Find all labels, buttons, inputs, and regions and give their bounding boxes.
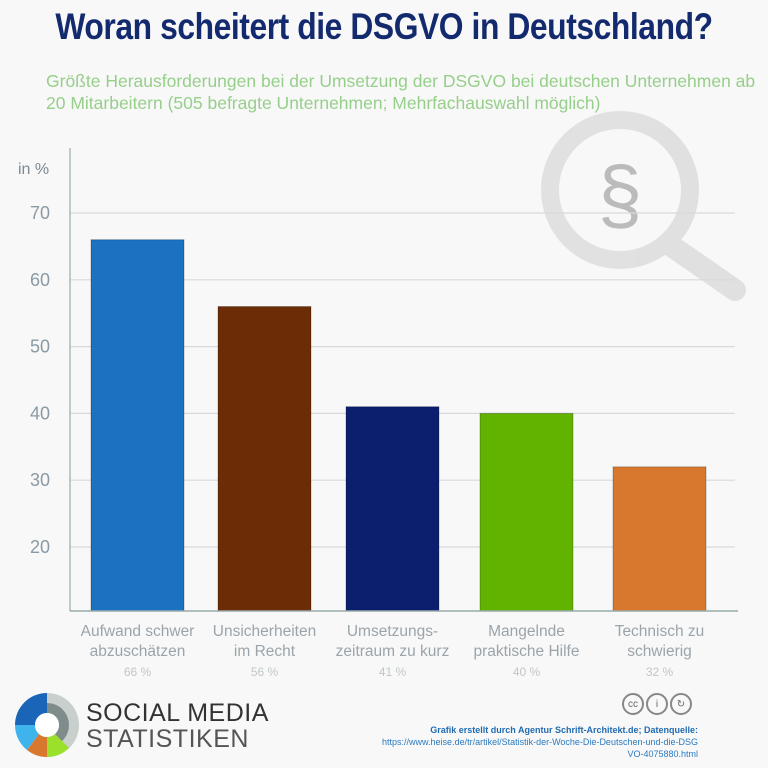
- category-line: Umsetzungs-: [346, 623, 439, 640]
- magnifier-watermark-icon: [541, 111, 746, 301]
- by-icon: i: [646, 693, 668, 715]
- category-line: Mangelnde: [488, 623, 565, 640]
- y-tick-label: 60: [30, 270, 50, 290]
- data-label: 56 %: [250, 665, 279, 679]
- y-tick-label: 50: [30, 337, 50, 357]
- data-label: 66 %: [123, 665, 152, 679]
- category-line: im Recht: [233, 643, 296, 660]
- source-link-line2[interactable]: VO-4075880.html: [627, 749, 698, 759]
- category-line: Technisch zu: [614, 623, 705, 640]
- credit: Grafik erstellt durch Agentur Schrift-Ar…: [382, 724, 698, 760]
- x-tick-label: Unsicherheiten im Recht 56 %: [190, 622, 340, 682]
- category-line: praktische Hilfe: [473, 643, 580, 660]
- y-tick-label: 30: [30, 470, 50, 490]
- sa-icon: ↻: [670, 693, 692, 715]
- bar: [479, 412, 574, 612]
- source-link-line1[interactable]: https://www.heise.de/tr/artikel/Statisti…: [382, 737, 698, 747]
- data-label: 40 %: [512, 665, 541, 679]
- y-tick-label: 20: [30, 537, 50, 557]
- category-line: Unsicherheiten: [212, 623, 317, 640]
- y-axis-label: in %: [18, 161, 49, 178]
- chart-subtitle: Größte Herausforderungen bei der Umsetzu…: [46, 71, 756, 113]
- x-tick-label: Mangelnde praktische Hilfe 40 %: [452, 622, 602, 682]
- logo-line2: STATISTIKEN: [86, 725, 249, 753]
- x-tick-label: Aufwand schwer abzuschätzen 66 %: [63, 622, 213, 682]
- bar: [345, 406, 440, 612]
- data-label: 41 %: [378, 665, 407, 679]
- y-tick-label: 40: [30, 403, 50, 423]
- bar: [217, 306, 312, 612]
- bar: [612, 466, 707, 612]
- bar: [90, 239, 185, 612]
- license-icons: cc i ↻: [622, 693, 692, 715]
- section-sign-icon: §: [598, 150, 643, 239]
- x-tick-label: Umsetzungs-zeitraum zu kurz 41 %: [318, 622, 468, 682]
- category-line: schwierig: [627, 643, 692, 660]
- category-line: abzuschätzen: [89, 643, 186, 660]
- logo-line1: SOCIAL MEDIA: [86, 699, 269, 727]
- y-tick-label: 70: [30, 203, 50, 223]
- category-line: Aufwand schwer: [80, 623, 195, 640]
- credit-line1: Grafik erstellt durch Agentur Schrift-Ar…: [430, 725, 698, 735]
- data-label: 32 %: [645, 665, 674, 679]
- category-line: zeitraum zu kurz: [335, 643, 450, 660]
- logo-icon: [14, 693, 79, 757]
- x-tick-label: Technisch zu schwierig 32 %: [585, 622, 735, 682]
- cc-icon: cc: [622, 693, 644, 715]
- chart-title: Woran scheitert die DSGVO in Deutschland…: [55, 6, 713, 47]
